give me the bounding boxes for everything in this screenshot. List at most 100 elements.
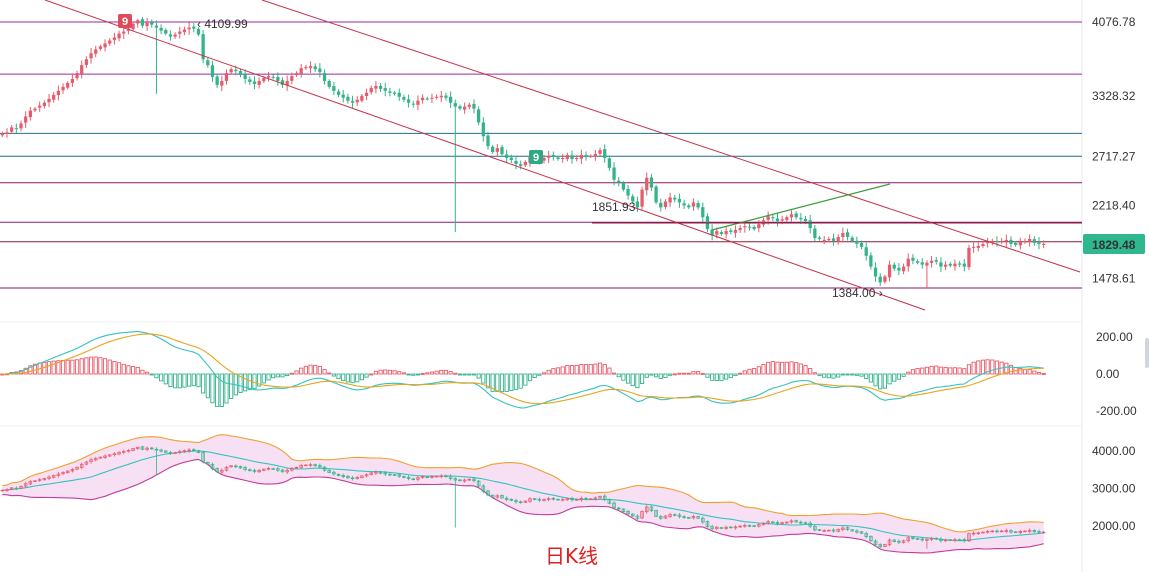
candle-body bbox=[887, 264, 892, 278]
boll-candle-body bbox=[817, 529, 822, 531]
candle-body bbox=[677, 198, 682, 203]
macd-histogram-bar bbox=[929, 365, 934, 375]
candle-body bbox=[897, 267, 901, 271]
boll-candle-body bbox=[341, 475, 345, 477]
boll-candle-body bbox=[551, 498, 556, 500]
boll-candle-body bbox=[976, 532, 981, 535]
boll-candle-body bbox=[808, 522, 812, 527]
candle-body bbox=[145, 22, 149, 27]
boll-candle-body bbox=[467, 478, 472, 481]
candle-body bbox=[990, 240, 994, 243]
macd-histogram-bar bbox=[350, 373, 355, 384]
macd-histogram-bar bbox=[65, 359, 70, 375]
candle-body bbox=[61, 86, 65, 91]
macd-histogram-bar bbox=[439, 369, 444, 375]
boll-candle-body bbox=[943, 539, 948, 542]
boll-candle-body bbox=[374, 471, 378, 474]
macd-histogram-bar bbox=[864, 373, 869, 379]
boll-candle-body bbox=[364, 474, 369, 477]
boll-candle-body bbox=[117, 451, 121, 455]
boll-candle-body bbox=[220, 469, 224, 473]
candle-body bbox=[869, 255, 873, 267]
candle-body bbox=[976, 245, 980, 248]
candle-body bbox=[551, 155, 555, 158]
candle-body bbox=[873, 267, 878, 277]
candle-body bbox=[556, 157, 560, 159]
candle-body bbox=[327, 80, 331, 87]
macd-histogram-bar bbox=[527, 373, 533, 382]
macd-histogram-bar bbox=[378, 369, 383, 375]
boll-candle-body bbox=[187, 449, 191, 452]
boll-candle-body bbox=[957, 539, 962, 541]
boll-candle-body bbox=[999, 530, 1004, 533]
boll-candle-body bbox=[607, 499, 612, 504]
macd-histogram-bar bbox=[784, 361, 789, 375]
candle-body bbox=[1032, 239, 1036, 243]
boll-candle-body bbox=[290, 468, 294, 471]
boll-candle-body bbox=[486, 490, 490, 496]
candle-body bbox=[920, 262, 924, 265]
macd-histogram-bar bbox=[654, 373, 659, 378]
boll-candle-body bbox=[715, 526, 719, 529]
price-tick-label: 2218.40 bbox=[1092, 199, 1136, 213]
boll-candle-body bbox=[845, 527, 850, 530]
boll-candle-body bbox=[346, 475, 350, 479]
candle-body bbox=[981, 243, 985, 247]
boll-candle-body bbox=[1037, 531, 1041, 533]
macd-histogram-bar bbox=[84, 357, 89, 375]
boll-candle-body bbox=[602, 495, 607, 500]
boll-tick-label: 2000.00 bbox=[1092, 519, 1136, 533]
boll-candle-body bbox=[953, 539, 957, 541]
candle-body bbox=[477, 109, 481, 123]
macd-histogram-bar bbox=[892, 373, 897, 382]
macd-histogram-bar bbox=[163, 373, 168, 385]
macd-histogram-bar bbox=[985, 359, 990, 375]
macd-histogram-bar bbox=[565, 365, 570, 375]
boll-candle-body bbox=[159, 449, 163, 452]
candle-body bbox=[201, 34, 205, 60]
macd-histogram-bar bbox=[607, 367, 612, 375]
boll-candle-body bbox=[682, 516, 686, 518]
macd-histogram-bar bbox=[1004, 362, 1009, 375]
candle-body bbox=[448, 96, 453, 103]
macd-histogram-bar bbox=[355, 373, 360, 383]
boll-candle-body bbox=[420, 476, 425, 478]
macd-histogram-bar bbox=[910, 369, 915, 375]
candle-body bbox=[262, 78, 266, 82]
macd-histogram-bar bbox=[23, 367, 28, 375]
panel-resize-handle[interactable] bbox=[1145, 338, 1149, 368]
candle-body bbox=[411, 103, 415, 105]
macd-histogram-bar bbox=[434, 370, 439, 375]
macd-histogram-bar bbox=[70, 359, 75, 375]
candle-body bbox=[752, 226, 756, 230]
candle-body bbox=[350, 101, 355, 103]
macd-histogram-bar bbox=[429, 371, 435, 375]
macd-histogram-bar bbox=[537, 373, 542, 376]
macd-histogram-bar bbox=[215, 373, 220, 407]
macd-histogram-bar bbox=[224, 373, 229, 404]
macd-histogram-bar bbox=[145, 371, 150, 375]
boll-candle-body bbox=[1032, 529, 1037, 533]
boll-candle-body bbox=[616, 507, 621, 510]
boll-candle-body bbox=[173, 452, 177, 454]
macd-histogram-bar bbox=[616, 373, 621, 378]
boll-candle-body bbox=[794, 520, 798, 523]
macd-histogram-bar bbox=[546, 369, 551, 375]
macd-histogram-bar bbox=[705, 373, 710, 378]
candle-body bbox=[182, 29, 187, 33]
macd-histogram-bar bbox=[509, 373, 514, 391]
macd-histogram-bar bbox=[383, 369, 388, 375]
boll-candle-body bbox=[266, 468, 271, 470]
macd-histogram-bar bbox=[159, 373, 164, 382]
boll-tick-label: 3000.00 bbox=[1092, 481, 1136, 495]
boll-candle-body bbox=[182, 450, 187, 453]
macd-histogram-bar bbox=[285, 373, 290, 377]
macd-histogram-bar bbox=[481, 373, 486, 384]
macd-histogram-bar bbox=[177, 373, 182, 389]
boll-candle-body bbox=[439, 475, 444, 478]
boll-candle-body bbox=[70, 469, 75, 472]
macd-histogram-bar bbox=[345, 373, 350, 383]
boll-candle-body bbox=[383, 472, 387, 475]
